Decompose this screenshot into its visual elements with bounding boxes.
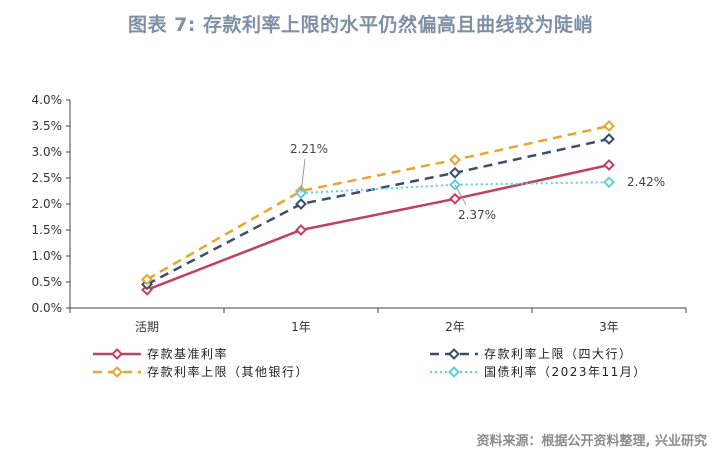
y-tick-label: 3.0%: [32, 145, 63, 159]
series-line: [300, 181, 610, 195]
data-point: [603, 120, 615, 132]
legend-label: 存款利率上限（其他银行）: [147, 364, 309, 379]
legend-entry: 存款基准利率: [93, 346, 228, 361]
legend-entry: 存款利率上限（四大行）: [430, 346, 633, 361]
y-tick-label: 0.0%: [32, 301, 63, 315]
y-tick-label: 1.0%: [32, 249, 63, 263]
legend-entry: 存款利率上限（其他银行）: [93, 364, 309, 379]
y-tick-label: 0.5%: [32, 275, 63, 289]
series-1: [141, 133, 615, 291]
chart-title: 图表 7: 存款利率上限的水平仍然偏高且曲线较为陡峭: [127, 14, 594, 36]
series-0: [141, 159, 615, 296]
data-point: [141, 273, 153, 286]
x-tick-label: 2年: [445, 320, 465, 334]
data-label: 2.37%: [458, 208, 496, 222]
data-point: [449, 192, 461, 205]
legend-swatch-marker: [448, 366, 460, 378]
x-tick-label: 3年: [599, 320, 619, 334]
x-tick-label: 1年: [291, 320, 311, 334]
legend-swatch-marker: [448, 348, 460, 360]
data-point: [449, 166, 461, 179]
data-point: [449, 153, 461, 166]
series-2: [141, 120, 615, 286]
y-tick-label: 3.5%: [32, 119, 63, 133]
y-tick-label: 4.0%: [32, 93, 63, 107]
data-point: [603, 159, 615, 171]
legend-entry: 国债利率（2023年11月）: [430, 364, 647, 379]
axes: 0.0% 0.5% 1.0% 1.5% 2.0% 2.5% 3.0% 3.5% 4.0% 活期 1年…: [32, 93, 687, 334]
x-tick-label: 活期: [135, 320, 159, 334]
data-point: [603, 133, 615, 145]
y-tick-label: 1.5%: [32, 223, 63, 237]
y-tick-label: 2.5%: [32, 171, 63, 185]
legend-swatch-marker: [111, 366, 123, 378]
data-point: [295, 198, 307, 210]
data-point: [295, 224, 307, 236]
source-note: 资料来源：根据公开资料整理, 兴业研究: [476, 434, 707, 449]
legend-swatch-marker: [111, 348, 123, 360]
data-label: 2.21%: [290, 142, 328, 156]
annotation-leader: [454, 184, 467, 206]
data-label: 2.42%: [627, 175, 665, 189]
annotation-layer: 2.21% 2.37% 2.42%: [290, 142, 665, 222]
series-line: [146, 124, 610, 281]
data-point: [603, 176, 615, 189]
series-line: [146, 163, 610, 291]
y-tick-label: 2.0%: [32, 197, 63, 211]
series-line: [146, 137, 610, 286]
legend: 存款基准利率 存款利率上限（四大行） 存款利率上限（其他银行） 国债利率（2023年1…: [93, 346, 647, 379]
annotation-leader: [300, 159, 306, 194]
series-layer: [141, 120, 615, 296]
legend-label: 国债利率（2023年11月）: [484, 364, 647, 379]
legend-label: 存款基准利率: [147, 346, 228, 361]
legend-label: 存款利率上限（四大行）: [484, 346, 633, 361]
